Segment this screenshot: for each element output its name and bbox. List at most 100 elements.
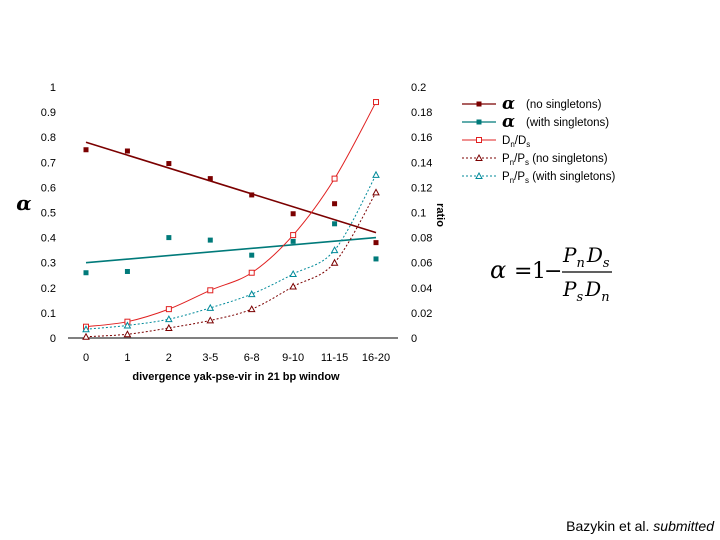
- legend-marker-alpha-with-singletons: [476, 119, 482, 125]
- data-point: [373, 240, 379, 246]
- right-tick-label: 0.14: [411, 157, 432, 169]
- right-tick-label: 0.02: [411, 308, 432, 320]
- data-point: [332, 221, 338, 227]
- data-point: [124, 268, 130, 274]
- citation-authors: Bazykin et al.: [566, 518, 654, 534]
- formula-denominator: Ps Dn: [562, 277, 610, 305]
- right-tick-label: 0.04: [411, 283, 432, 295]
- x-tick-label: 11-15: [321, 352, 348, 364]
- series-2: [83, 99, 379, 330]
- left-axis-ticks: 0 0.1 0.2 0.3 0.4 0.5 0.6 0.7 0.8 0.9 1: [41, 82, 56, 345]
- legend-entry-pnps-no-singletons: Pn/Ps (no singletons): [462, 153, 608, 167]
- data-point: [289, 269, 297, 277]
- data-point: [330, 246, 339, 254]
- formula-minus: −: [544, 259, 562, 284]
- legend-label-pnps-with-singletons: Pn/Ps (with singletons): [502, 171, 615, 185]
- right-tick-label: 0.16: [411, 132, 432, 144]
- data-point: [330, 258, 339, 266]
- data-point: [331, 175, 338, 182]
- data-point: [248, 269, 255, 276]
- legend: α (no singletons) α (with singletons) Dn…: [462, 94, 615, 185]
- alpha-formula: α = 1 − Pn Ds Ps Dn: [490, 243, 612, 305]
- series-0: [83, 141, 379, 246]
- left-tick-label: 0.1: [41, 308, 56, 320]
- right-tick-label: 0: [411, 333, 417, 345]
- data-point: [247, 290, 256, 298]
- data-point: [332, 201, 338, 207]
- left-tick-label: 0: [50, 333, 56, 345]
- data-point: [372, 188, 380, 196]
- series-4: [82, 170, 380, 333]
- legend-entry-alpha-no-singletons: α (no singletons): [462, 94, 602, 114]
- x-tick-label: 6-8: [244, 352, 260, 364]
- formula-numerator: Pn Ds: [562, 243, 610, 271]
- data-point: [83, 270, 89, 276]
- legend-symbol-alpha-no-singletons: α: [502, 94, 515, 114]
- data-point: [290, 232, 297, 239]
- legend-label-dnds: Dn/Ds: [502, 135, 530, 149]
- legend-label-alpha-with-singletons: (with singletons): [526, 117, 609, 129]
- left-tick-label: 0.8: [41, 132, 56, 144]
- legend-marker-alpha-no-singletons: [476, 101, 482, 107]
- data-point: [166, 161, 172, 167]
- x-axis-ticks: 0 1 2 3-5 6-8 9-10 11-15 16-20: [83, 352, 390, 364]
- data-point: [290, 238, 296, 244]
- data-point: [290, 211, 296, 217]
- x-tick-label: 9-10: [282, 352, 304, 364]
- x-tick-label: 2: [166, 352, 172, 364]
- y-axis-alpha-label: α: [16, 191, 31, 215]
- legend-label-alpha-no-singletons: (no singletons): [526, 99, 602, 111]
- series-layer: [82, 99, 380, 340]
- data-point: [373, 99, 379, 106]
- x-tick-label: 0: [83, 352, 89, 364]
- left-tick-label: 0.7: [41, 157, 56, 169]
- data-point: [124, 148, 130, 154]
- data-point: [165, 306, 172, 313]
- left-tick-label: 0.4: [41, 233, 56, 245]
- data-point: [373, 256, 379, 262]
- data-point: [82, 332, 90, 340]
- y-axis-right-title: ratio: [434, 203, 446, 227]
- data-point: [249, 252, 255, 258]
- citation-status: submitted: [653, 518, 714, 534]
- trend-line: [85, 141, 377, 234]
- data-point: [83, 147, 89, 153]
- data-point: [207, 176, 213, 182]
- trend-line: [85, 236, 377, 264]
- right-tick-label: 0.18: [411, 107, 432, 119]
- formula-equals: =: [514, 259, 532, 284]
- legend-marker-pnps-no-singletons: [475, 153, 483, 161]
- formula-one: 1: [532, 259, 546, 284]
- data-point: [123, 330, 132, 338]
- right-tick-label: 0.2: [411, 82, 426, 94]
- right-tick-label: 0.06: [411, 258, 432, 270]
- legend-marker-dnds: [476, 137, 482, 143]
- citation-credit: Bazykin et al. submitted: [566, 518, 714, 534]
- data-point: [249, 192, 255, 198]
- right-tick-label: 0.1: [411, 208, 426, 220]
- left-tick-label: 1: [50, 82, 56, 94]
- data-point: [206, 316, 215, 324]
- x-tick-label: 3-5: [202, 352, 218, 364]
- data-point: [207, 237, 213, 243]
- series-3: [82, 188, 380, 340]
- left-tick-label: 0.3: [41, 258, 56, 270]
- legend-symbol-alpha-with-singletons: α: [502, 112, 515, 132]
- left-tick-label: 0.5: [41, 208, 56, 220]
- data-point: [372, 170, 380, 178]
- data-point: [289, 282, 297, 290]
- series-line: [85, 101, 377, 328]
- x-axis-title: divergence yak-pse-vir in 21 bp window: [132, 371, 340, 383]
- left-tick-label: 0.2: [41, 283, 56, 295]
- legend-entry-alpha-with-singletons: α (with singletons): [462, 112, 609, 132]
- data-point: [165, 323, 173, 331]
- left-tick-label: 0.6: [41, 182, 56, 194]
- data-point: [207, 287, 214, 294]
- legend-marker-pnps-with-singletons: [475, 171, 483, 179]
- formula-alpha: α: [490, 256, 506, 284]
- legend-entry-pnps-with-singletons: Pn/Ps (with singletons): [462, 171, 615, 185]
- x-tick-label: 16-20: [362, 352, 390, 364]
- right-tick-label: 0.08: [411, 233, 432, 245]
- x-tick-label: 1: [124, 352, 130, 364]
